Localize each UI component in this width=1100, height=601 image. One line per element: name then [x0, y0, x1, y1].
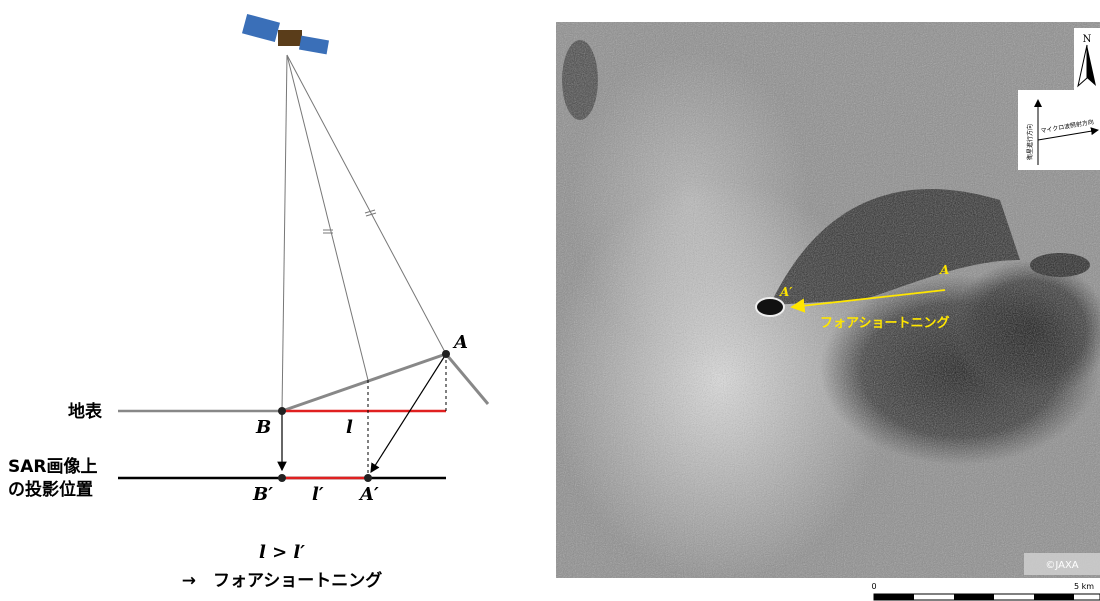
annotation: フォアショートニング	[820, 315, 949, 331]
point-label: A′	[779, 285, 793, 299]
point-label: A	[939, 263, 949, 277]
point-label: A	[452, 332, 468, 353]
foreshortening-arrow	[790, 289, 946, 313]
points	[278, 350, 450, 482]
ground-label: 地表	[68, 401, 103, 422]
arrow	[370, 353, 447, 474]
scale-label: 0	[871, 582, 876, 591]
credit-box	[1024, 553, 1100, 575]
scale-label: 5 km	[1074, 582, 1094, 591]
point-label: B	[255, 417, 271, 438]
compass: N	[1074, 28, 1100, 90]
credit: ©JAXA	[1045, 560, 1078, 571]
projection-label: の投影位置	[8, 479, 93, 500]
north-label: N	[1083, 34, 1092, 45]
direction-label: 衛星進行方向	[1026, 124, 1034, 160]
equal-marks	[323, 209, 377, 234]
point-label: B′	[252, 484, 273, 505]
length-label: l′	[312, 484, 324, 505]
conclusion: → フォアショートニング	[182, 570, 383, 591]
beam-lines	[281, 54, 447, 412]
slope	[281, 352, 490, 413]
sar-image	[550, 22, 1100, 580]
direction-box: マイクロ波照射方向 衛星進行方向	[1018, 90, 1100, 170]
scale-bar: 0 5 km	[871, 582, 1100, 601]
point-label: A′	[358, 484, 379, 505]
projection-label: SAR画像上	[8, 457, 98, 477]
satellite	[241, 13, 330, 55]
inequality: l > l′	[259, 542, 305, 563]
length-label: l	[346, 417, 353, 438]
